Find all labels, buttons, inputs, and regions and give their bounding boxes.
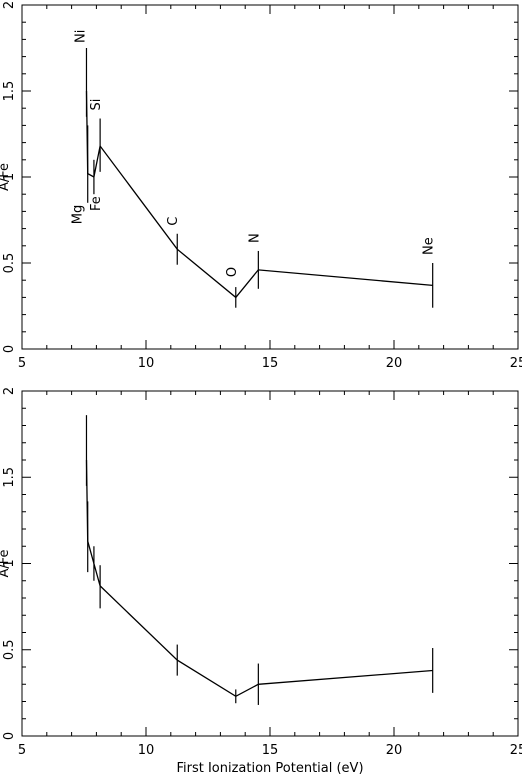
x-tick-label-2: 15	[262, 743, 279, 758]
y-axis-label-1: A/Fe	[0, 163, 12, 191]
element-label-o: O	[225, 267, 240, 277]
y-tick-label-1: 1.5	[2, 81, 17, 102]
y-axis-label-2: A/Fe	[0, 549, 12, 577]
x-tick-label-2: 5	[18, 743, 26, 758]
y-tick-label-1: 0	[2, 345, 17, 353]
x-tick-label-1: 20	[386, 356, 403, 371]
x-tick-label-1: 25	[510, 356, 522, 371]
x-tick-label-2: 10	[138, 743, 155, 758]
element-label-n: N	[247, 233, 262, 243]
element-label-ne: Ne	[422, 237, 437, 255]
y-tick-label-1: 1	[2, 173, 17, 181]
x-axis-label-2: First Ionization Potential (eV)	[176, 761, 363, 775]
x-tick-label-1: 5	[18, 356, 26, 371]
x-tick-label-2: 25	[510, 743, 522, 758]
y-tick-label-2: 1.5	[2, 467, 17, 488]
y-tick-label-2: 0	[2, 732, 17, 740]
plot-frame-2	[21, 390, 519, 737]
y-tick-label-1: 0.5	[2, 253, 17, 274]
y-tick-label-2: 0.5	[2, 639, 17, 660]
y-tick-label-2: 1	[2, 559, 17, 567]
series-line-1	[85, 90, 433, 299]
x-tick-label-2: 20	[386, 743, 403, 758]
element-label-mg: Mg	[71, 205, 86, 224]
y-tick-label-1: 2	[2, 1, 17, 9]
y-tick-label-2: 2	[2, 387, 17, 395]
plot-frame-1	[21, 4, 519, 350]
element-label-si: Si	[89, 99, 104, 111]
element-label-fe: Fe	[89, 196, 104, 211]
x-tick-label-1: 15	[262, 356, 279, 371]
series-line-2	[85, 459, 433, 698]
x-tick-label-1: 10	[138, 356, 155, 371]
element-label-c: C	[166, 217, 181, 226]
element-label-ni: Ni	[73, 30, 88, 43]
